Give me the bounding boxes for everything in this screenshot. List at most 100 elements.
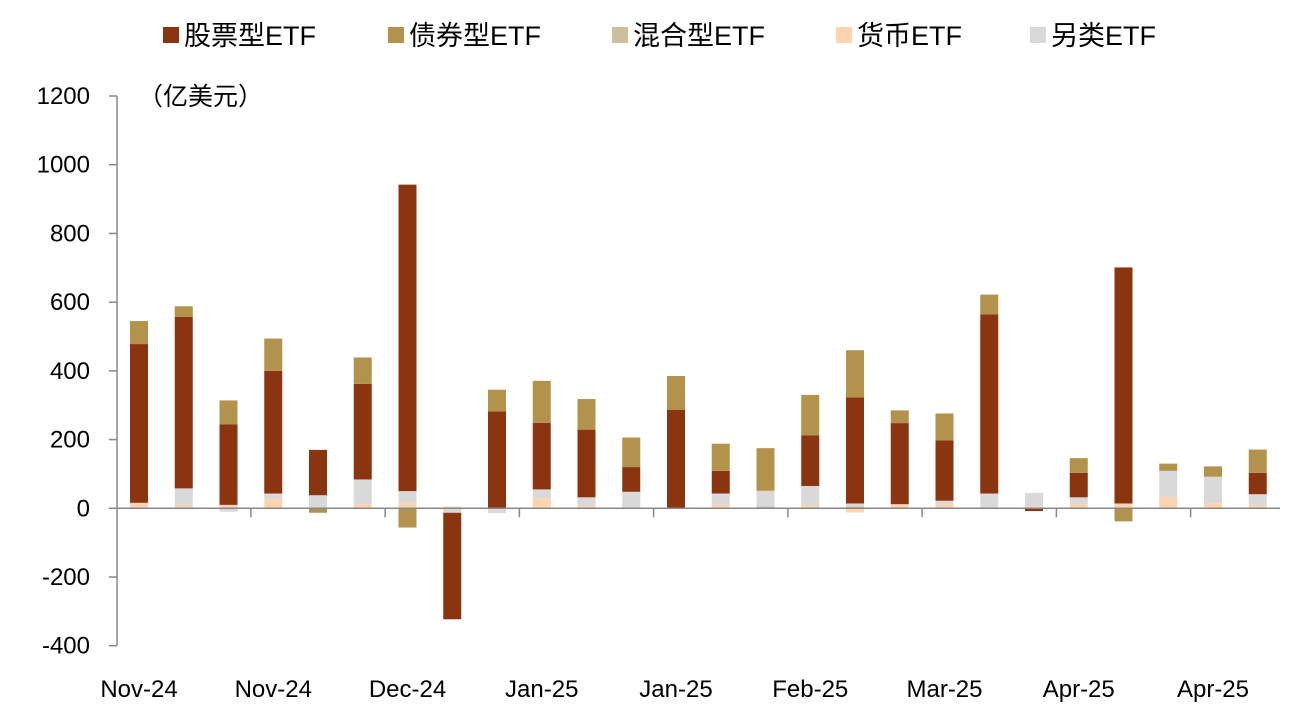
bar-segment-1-5: [309, 449, 327, 496]
bar-segment-4-17: [846, 508, 864, 513]
bar-segment-2-3: [219, 400, 238, 425]
bar-segment-5-3: [219, 508, 238, 512]
bar-segment-4-8: [443, 506, 462, 509]
bar-segment-2-4: [264, 338, 283, 371]
bar-segment-4-16: [801, 505, 820, 509]
bar-segment-5-21: [1025, 492, 1043, 507]
bar-segment-4-2: [174, 504, 193, 509]
legend: 股票型ETF 债券型ETF 混合型ETF 货币ETF 另类ETF: [163, 21, 1156, 51]
bar-segment-5-11: [577, 497, 596, 506]
bar-segment-1-12: [622, 467, 641, 492]
bar-segment-2-19: [935, 413, 954, 441]
y-tick-label: -400: [42, 633, 90, 660]
bar-segment-5-14: [711, 493, 730, 505]
bar-segment-4-4: [264, 499, 283, 509]
bar-segment-1-3: [219, 424, 238, 505]
y-tick-label: 400: [50, 358, 90, 385]
bar-segment-2-26: [1248, 449, 1267, 473]
bar-segment-1-20: [980, 314, 999, 494]
bar-segment-1-10: [532, 422, 551, 490]
bar-segment-2-22: [1069, 458, 1088, 473]
legend-label-2: 债券型ETF: [409, 21, 541, 51]
y-axis: -400 -200 0 200 400 600 800 1000 1200: [37, 83, 118, 660]
bar-segment-5-17: [846, 503, 864, 507]
bar-segment-5-16: [801, 485, 820, 506]
legend-swatch-1: [163, 27, 179, 43]
bar-segment-2-6: [353, 357, 372, 384]
bar-segment-2-25: [1204, 466, 1222, 477]
bar-segment-4-18: [890, 504, 909, 509]
bar-segment-2-10: [532, 380, 551, 423]
bar-segment-5-9: [488, 508, 506, 514]
bar-segment-1-1: [130, 344, 148, 503]
legend-swatch-2: [388, 27, 404, 43]
bar-segment-1-21: [1025, 508, 1043, 512]
bar-segment-2-13: [667, 376, 685, 410]
bar-segment-4-24: [1159, 497, 1178, 509]
bar-segment-1-11: [577, 429, 596, 498]
bar-segment-2-20: [980, 294, 999, 315]
bar-segment-1-17: [846, 397, 864, 504]
x-tick-label: Jan-25: [639, 676, 712, 703]
bar-segment-5-1: [130, 502, 148, 504]
bar-segment-4-11: [577, 505, 596, 509]
bar-segment-4-3: [219, 504, 238, 509]
bar-segment-1-23: [1114, 267, 1133, 504]
x-tick-label: Nov-24: [100, 676, 177, 703]
bar-segment-2-1: [130, 321, 148, 345]
bar-segment-2-17: [846, 350, 864, 398]
bar-segment-2-12: [622, 437, 641, 468]
legend-label-1: 股票型ETF: [184, 21, 316, 51]
bars: [130, 184, 1267, 620]
bar-segment-4-10: [532, 498, 551, 509]
bar-segment-5-26: [1248, 494, 1267, 506]
y-tick-label: 600: [50, 289, 90, 316]
bar-segment-4-23: [1114, 503, 1133, 509]
bar-segment-2-15: [756, 448, 775, 491]
bar-segment-5-6: [353, 479, 372, 505]
bar-segment-4-19: [935, 504, 954, 509]
legend-swatch-4: [836, 27, 852, 43]
x-tick-label: Dec-24: [369, 676, 446, 703]
legend-label-4: 货币ETF: [857, 21, 962, 51]
y-tick-label: 1200: [37, 83, 90, 110]
bar-segment-4-14: [711, 504, 730, 509]
bar-segment-2-16: [801, 394, 820, 436]
bar-segment-1-8: [443, 512, 462, 620]
bar-segment-5-22: [1069, 497, 1088, 505]
bar-segment-1-2: [174, 316, 193, 489]
y-tick-label: 800: [50, 220, 90, 247]
bar-segment-4-26: [1248, 505, 1267, 509]
bar-segment-1-14: [711, 470, 730, 494]
bar-segment-5-25: [1204, 476, 1222, 504]
bar-segment-4-25: [1204, 503, 1222, 509]
legend-label-5: 另类ETF: [1051, 21, 1156, 51]
x-tick-label: Apr-25: [1177, 676, 1249, 703]
bar-segment-1-18: [890, 423, 909, 505]
x-tick-label: Apr-25: [1043, 676, 1115, 703]
bar-segment-1-7: [398, 184, 417, 492]
bar-segment-2-23: [1114, 508, 1133, 522]
bar-segment-1-4: [264, 370, 283, 494]
bar-segment-4-21: [1025, 506, 1043, 509]
x-axis: Nov-24 Nov-24 Dec-24 Jan-25 Jan-25 Feb-25 Mar-…: [100, 507, 1280, 703]
legend-swatch-5: [1030, 27, 1046, 43]
bar-segment-1-19: [935, 440, 954, 501]
bar-segment-4-1: [130, 503, 148, 509]
x-tick-label: Jan-25: [505, 676, 578, 703]
bar-segment-3-17: [846, 506, 864, 509]
y-tick-label: 200: [50, 427, 90, 454]
x-tick-label: Nov-24: [235, 676, 312, 703]
unit-label: （亿美元）: [138, 83, 263, 111]
bar-segment-5-7: [398, 491, 417, 503]
bar-segment-5-19: [935, 500, 954, 505]
bar-segment-1-22: [1069, 472, 1088, 498]
bar-segment-4-22: [1069, 504, 1088, 509]
bar-segment-5-5: [309, 495, 327, 509]
bar-segment-5-20: [980, 493, 999, 509]
bar-segment-2-9: [488, 389, 506, 412]
x-tick-label: Mar-25: [906, 676, 982, 703]
legend-swatch-3: [612, 27, 628, 43]
bar-segment-1-6: [353, 383, 372, 480]
